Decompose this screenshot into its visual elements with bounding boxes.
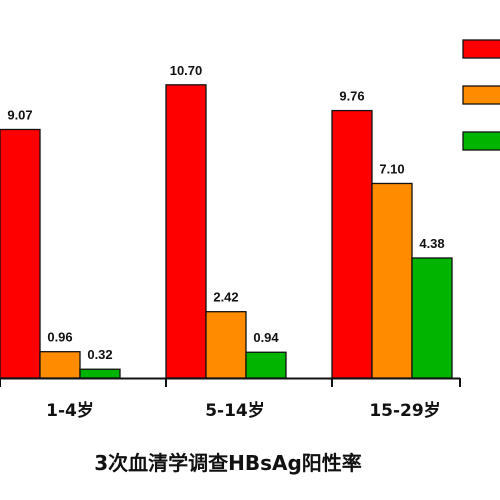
value-labels-layer: 9.07 0.96 0.32 10.70 2.42 0.94 9.76 7.10 4.38 — [7, 63, 444, 362]
legend-swatch-s3 — [462, 131, 500, 151]
data-label: 2.42 — [213, 290, 238, 305]
legend-swatch-s2 — [462, 85, 500, 105]
bar-s1-3 — [331, 109, 373, 379]
data-label: 7.10 — [379, 161, 404, 176]
chart-title: 3次血清学调查HBsAg阳性率 — [94, 451, 362, 475]
data-label: 4.38 — [419, 236, 444, 251]
bar-s3-1 — [79, 368, 121, 379]
bar-s1-2 — [165, 84, 207, 379]
data-label: 0.94 — [253, 330, 279, 345]
bar-s2-3 — [371, 182, 413, 379]
data-label: 10.70 — [170, 63, 203, 78]
data-label: 9.76 — [339, 89, 364, 104]
bar-s1-1 — [0, 128, 41, 379]
data-label: 0.32 — [87, 347, 112, 362]
x-tick-label: 5-14岁 — [205, 400, 265, 421]
x-tick-label: 1-4岁 — [46, 400, 94, 421]
legend — [462, 39, 500, 151]
bar-s2-2 — [205, 311, 247, 379]
data-label: 0.96 — [47, 330, 72, 345]
x-tick-label: 15-29岁 — [369, 400, 440, 421]
legend-swatch-s1 — [462, 39, 500, 59]
bar-s3-2 — [245, 351, 287, 379]
x-axis: 1-4岁 5-14岁 15-29岁 — [0, 377, 461, 421]
bar-s2-1 — [39, 351, 81, 379]
bar-s3-3 — [411, 257, 453, 379]
data-label: 9.07 — [7, 107, 32, 122]
